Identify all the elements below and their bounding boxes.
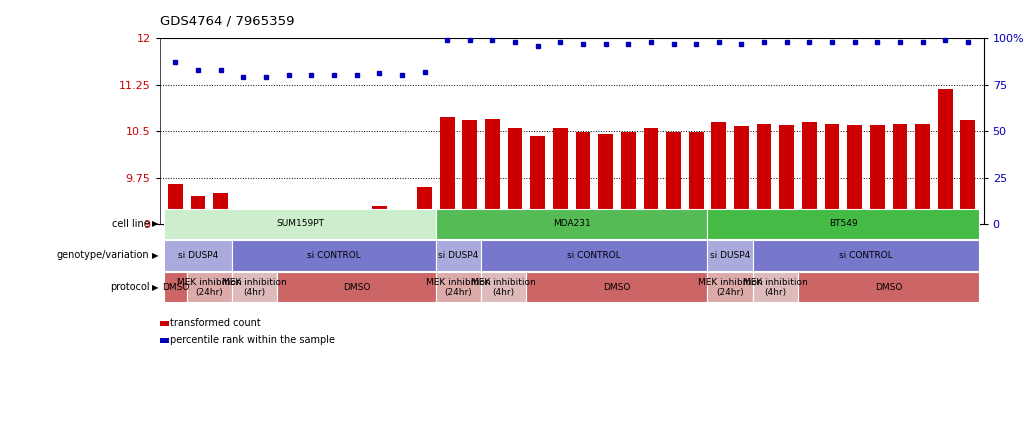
Bar xyxy=(598,134,613,224)
Bar xyxy=(508,128,522,224)
Bar xyxy=(712,122,726,224)
Bar xyxy=(530,136,545,224)
Text: transformed count: transformed count xyxy=(170,318,262,328)
Text: SUM159PT: SUM159PT xyxy=(276,219,324,228)
Bar xyxy=(576,132,590,224)
Bar xyxy=(417,187,432,224)
Bar xyxy=(553,128,568,224)
Bar xyxy=(757,124,771,224)
Text: ▶: ▶ xyxy=(152,283,159,292)
Bar xyxy=(281,213,296,224)
Text: percentile rank within the sample: percentile rank within the sample xyxy=(170,335,336,345)
Bar xyxy=(394,209,409,224)
Bar xyxy=(870,125,885,224)
Text: GDS4764 / 7965359: GDS4764 / 7965359 xyxy=(160,14,295,27)
Text: ▶: ▶ xyxy=(152,251,159,260)
Text: MEK inhibition
(4hr): MEK inhibition (4hr) xyxy=(472,277,536,297)
Text: MEK inhibition
(4hr): MEK inhibition (4hr) xyxy=(222,277,287,297)
Bar xyxy=(644,128,658,224)
Text: si CONTROL: si CONTROL xyxy=(307,251,360,260)
Text: DMSO: DMSO xyxy=(604,283,630,292)
Text: cell line: cell line xyxy=(111,219,149,229)
Bar xyxy=(485,119,500,224)
Bar xyxy=(372,206,386,224)
Text: DMSO: DMSO xyxy=(874,283,902,292)
Bar xyxy=(937,89,953,224)
Text: si CONTROL: si CONTROL xyxy=(839,251,893,260)
Text: si DUSP4: si DUSP4 xyxy=(710,251,750,260)
Bar xyxy=(349,211,364,224)
Text: genotype/variation: genotype/variation xyxy=(57,250,149,261)
Bar xyxy=(893,124,907,224)
Bar xyxy=(168,184,183,224)
Text: si CONTROL: si CONTROL xyxy=(568,251,621,260)
Bar xyxy=(213,193,228,224)
Bar xyxy=(327,212,341,224)
Bar xyxy=(825,124,839,224)
Bar xyxy=(462,120,477,224)
Text: ▶: ▶ xyxy=(152,219,159,228)
Bar xyxy=(666,132,681,224)
Bar xyxy=(236,221,250,224)
Bar xyxy=(689,132,703,224)
Text: MDA231: MDA231 xyxy=(553,219,590,228)
Text: MEK inhibition
(24hr): MEK inhibition (24hr) xyxy=(697,277,762,297)
Text: BT549: BT549 xyxy=(829,219,858,228)
Text: MEK inhibition
(24hr): MEK inhibition (24hr) xyxy=(177,277,242,297)
Text: MEK inhibition
(24hr): MEK inhibition (24hr) xyxy=(426,277,491,297)
Bar xyxy=(440,118,454,224)
Bar xyxy=(734,126,749,224)
Bar xyxy=(304,213,318,224)
Bar xyxy=(780,125,794,224)
Text: si DUSP4: si DUSP4 xyxy=(439,251,479,260)
Bar xyxy=(621,132,636,224)
Text: DMSO: DMSO xyxy=(343,283,370,292)
Bar xyxy=(191,196,206,224)
Bar xyxy=(848,125,862,224)
Bar xyxy=(802,122,817,224)
Text: protocol: protocol xyxy=(110,282,149,292)
Text: si DUSP4: si DUSP4 xyxy=(178,251,218,260)
Bar xyxy=(259,217,273,224)
Text: DMSO: DMSO xyxy=(162,283,190,292)
Text: MEK inhibition
(4hr): MEK inhibition (4hr) xyxy=(743,277,808,297)
Bar xyxy=(960,120,975,224)
Bar xyxy=(916,124,930,224)
